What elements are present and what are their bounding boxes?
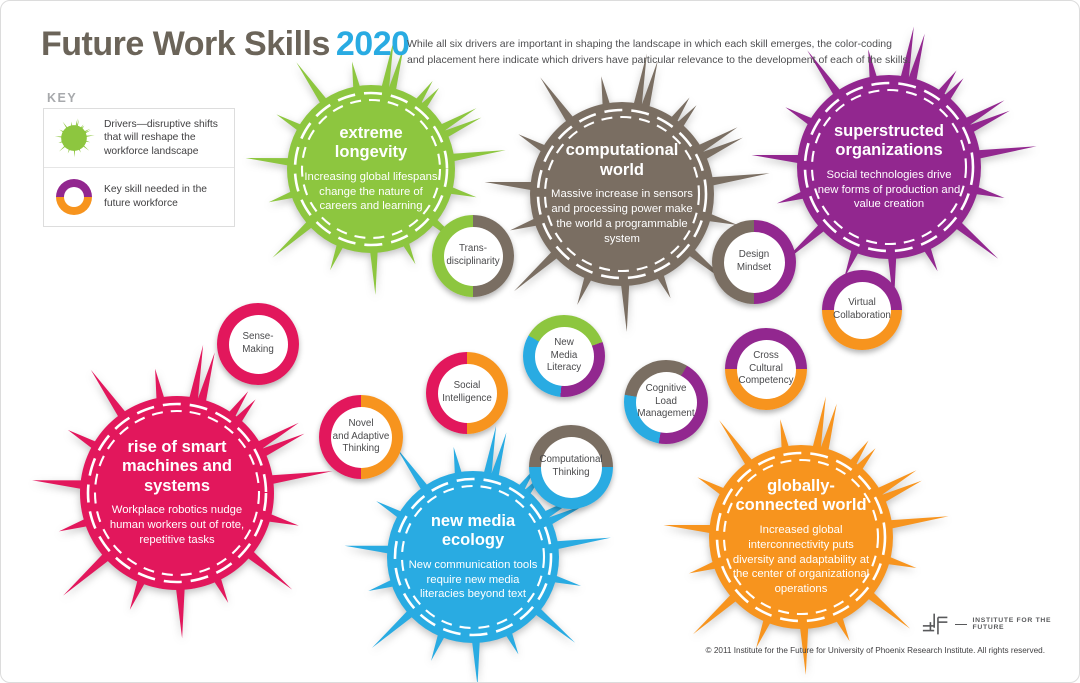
driver-title: globally- connected world [735, 476, 867, 515]
page-title-year: 2020 [335, 25, 410, 63]
page-subtitle: While all six drivers are important in s… [407, 38, 911, 66]
skill-circle: Virtual Collaboration [822, 270, 902, 350]
driver-description: Massive increase in sensors and processi… [551, 188, 693, 245]
page-title-main: Future Work Skills [41, 25, 330, 63]
driver-starburst-graphic [14, 330, 340, 656]
key-skill-row: Key skill needed in the future workforce [44, 167, 234, 226]
driver-starburst-graphic [230, 28, 512, 310]
driver-legend-text: Drivers—disruptive shifts that will resh… [104, 118, 218, 157]
skill-ring-inner [540, 436, 602, 498]
skill-ring-inner [736, 339, 796, 399]
skill-circle: Design Mindset [712, 220, 796, 304]
key-driver-row: Drivers—disruptive shifts that will resh… [44, 109, 234, 167]
iftf-logo: INSTITUTE FOR THE FUTURE [921, 611, 1079, 637]
driver-circle: computational world Massive increase in … [467, 39, 777, 349]
driver-text: globally- connected world Increased glob… [709, 445, 893, 629]
driver-circle: rise of smart machines and systems Workp… [14, 330, 340, 656]
driver-circle: extreme longevity Increasing global life… [230, 28, 512, 310]
skill-ring-inner [330, 406, 392, 468]
skill-label: Trans- disciplinarity [446, 243, 500, 267]
key-legend-box: Drivers—disruptive shifts that will resh… [43, 108, 235, 227]
iftf-logo-icon [922, 613, 948, 635]
driver-description: Social technologies drive new forms of p… [817, 168, 961, 211]
driver-title: rise of smart machines and systems [121, 437, 233, 495]
skill-label: New Media Literacy [546, 336, 582, 374]
skill-circle: New Media Literacy [523, 315, 605, 397]
driver-circle: new media ecology New communication tool… [329, 413, 617, 682]
skill-ring-inner [534, 326, 594, 386]
skill-ring-inner [437, 363, 497, 423]
skill-circle: Computational Thinking [529, 425, 613, 509]
skill-circle: Sense- Making [217, 303, 299, 385]
skill-ring-icon-graphic [56, 179, 92, 215]
skill-label: Sense- Making [242, 331, 274, 355]
driver-circle: globally- connected world Increased glob… [646, 382, 956, 682]
skill-circle: Cross Cultural Competency [725, 328, 807, 410]
skill-label: Computational Thinking [539, 454, 603, 478]
driver-starburst-graphic [329, 413, 617, 682]
driver-title: computational world [565, 141, 679, 179]
driver-description: Increased global interconnectivity puts … [732, 523, 870, 596]
skill-circle: Trans- disciplinarity [432, 215, 514, 297]
key-label: KEY [47, 91, 78, 105]
skill-label: Social Intelligence [442, 380, 492, 404]
driver-description: New communication tools require new medi… [408, 558, 538, 601]
driver-starburst-graphic [646, 382, 956, 682]
iftf-logo-text: INSTITUTE FOR THE FUTURE [972, 617, 1052, 631]
skill-legend-text: Key skill needed in the future workforce [104, 184, 208, 209]
skill-ring-inner [635, 371, 697, 433]
skill-ring-icon [52, 175, 96, 219]
driver-text: computational world Massive increase in … [530, 102, 714, 286]
logo-divider [955, 623, 967, 625]
skill-circle: Novel and Adaptive Thinking [319, 395, 403, 479]
skill-label: Cognitive Load Management [637, 382, 695, 420]
driver-starburst-icon [52, 116, 96, 160]
skill-label: Cross Cultural Competency [738, 349, 794, 387]
skill-label: Design Mindset [736, 249, 772, 273]
skill-label: Virtual Collaboration [833, 297, 891, 321]
driver-title: extreme longevity [334, 123, 408, 162]
driver-title: superstructed organizations [833, 121, 945, 160]
skill-circle: Cognitive Load Management [624, 360, 708, 444]
page-title: Future Work Skills 2020 [41, 25, 410, 64]
skill-ring-inner [443, 226, 503, 286]
driver-text: rise of smart machines and systems Workp… [80, 396, 274, 590]
driver-description: Workplace robotics nudge human workers o… [109, 504, 245, 547]
skill-ring-inner [833, 281, 891, 339]
skill-label: Novel and Adaptive Thinking [332, 417, 390, 455]
skill-circle: Social Intelligence [426, 352, 508, 434]
driver-text: extreme longevity Increasing global life… [287, 85, 455, 253]
driver-title: new media ecology [430, 511, 516, 550]
copyright-text: © 2011 Institute for the Future for Univ… [705, 646, 1045, 655]
driver-text: new media ecology New communication tool… [387, 471, 559, 643]
driver-text: superstructed organizations Social techn… [797, 75, 981, 259]
skill-ring-icon-inner [64, 187, 84, 207]
skill-ring-inner [228, 314, 288, 374]
driver-starburst-graphic [467, 39, 777, 349]
skill-ring-inner [723, 231, 785, 293]
driver-description: Increasing global lifespans change the n… [304, 170, 438, 213]
